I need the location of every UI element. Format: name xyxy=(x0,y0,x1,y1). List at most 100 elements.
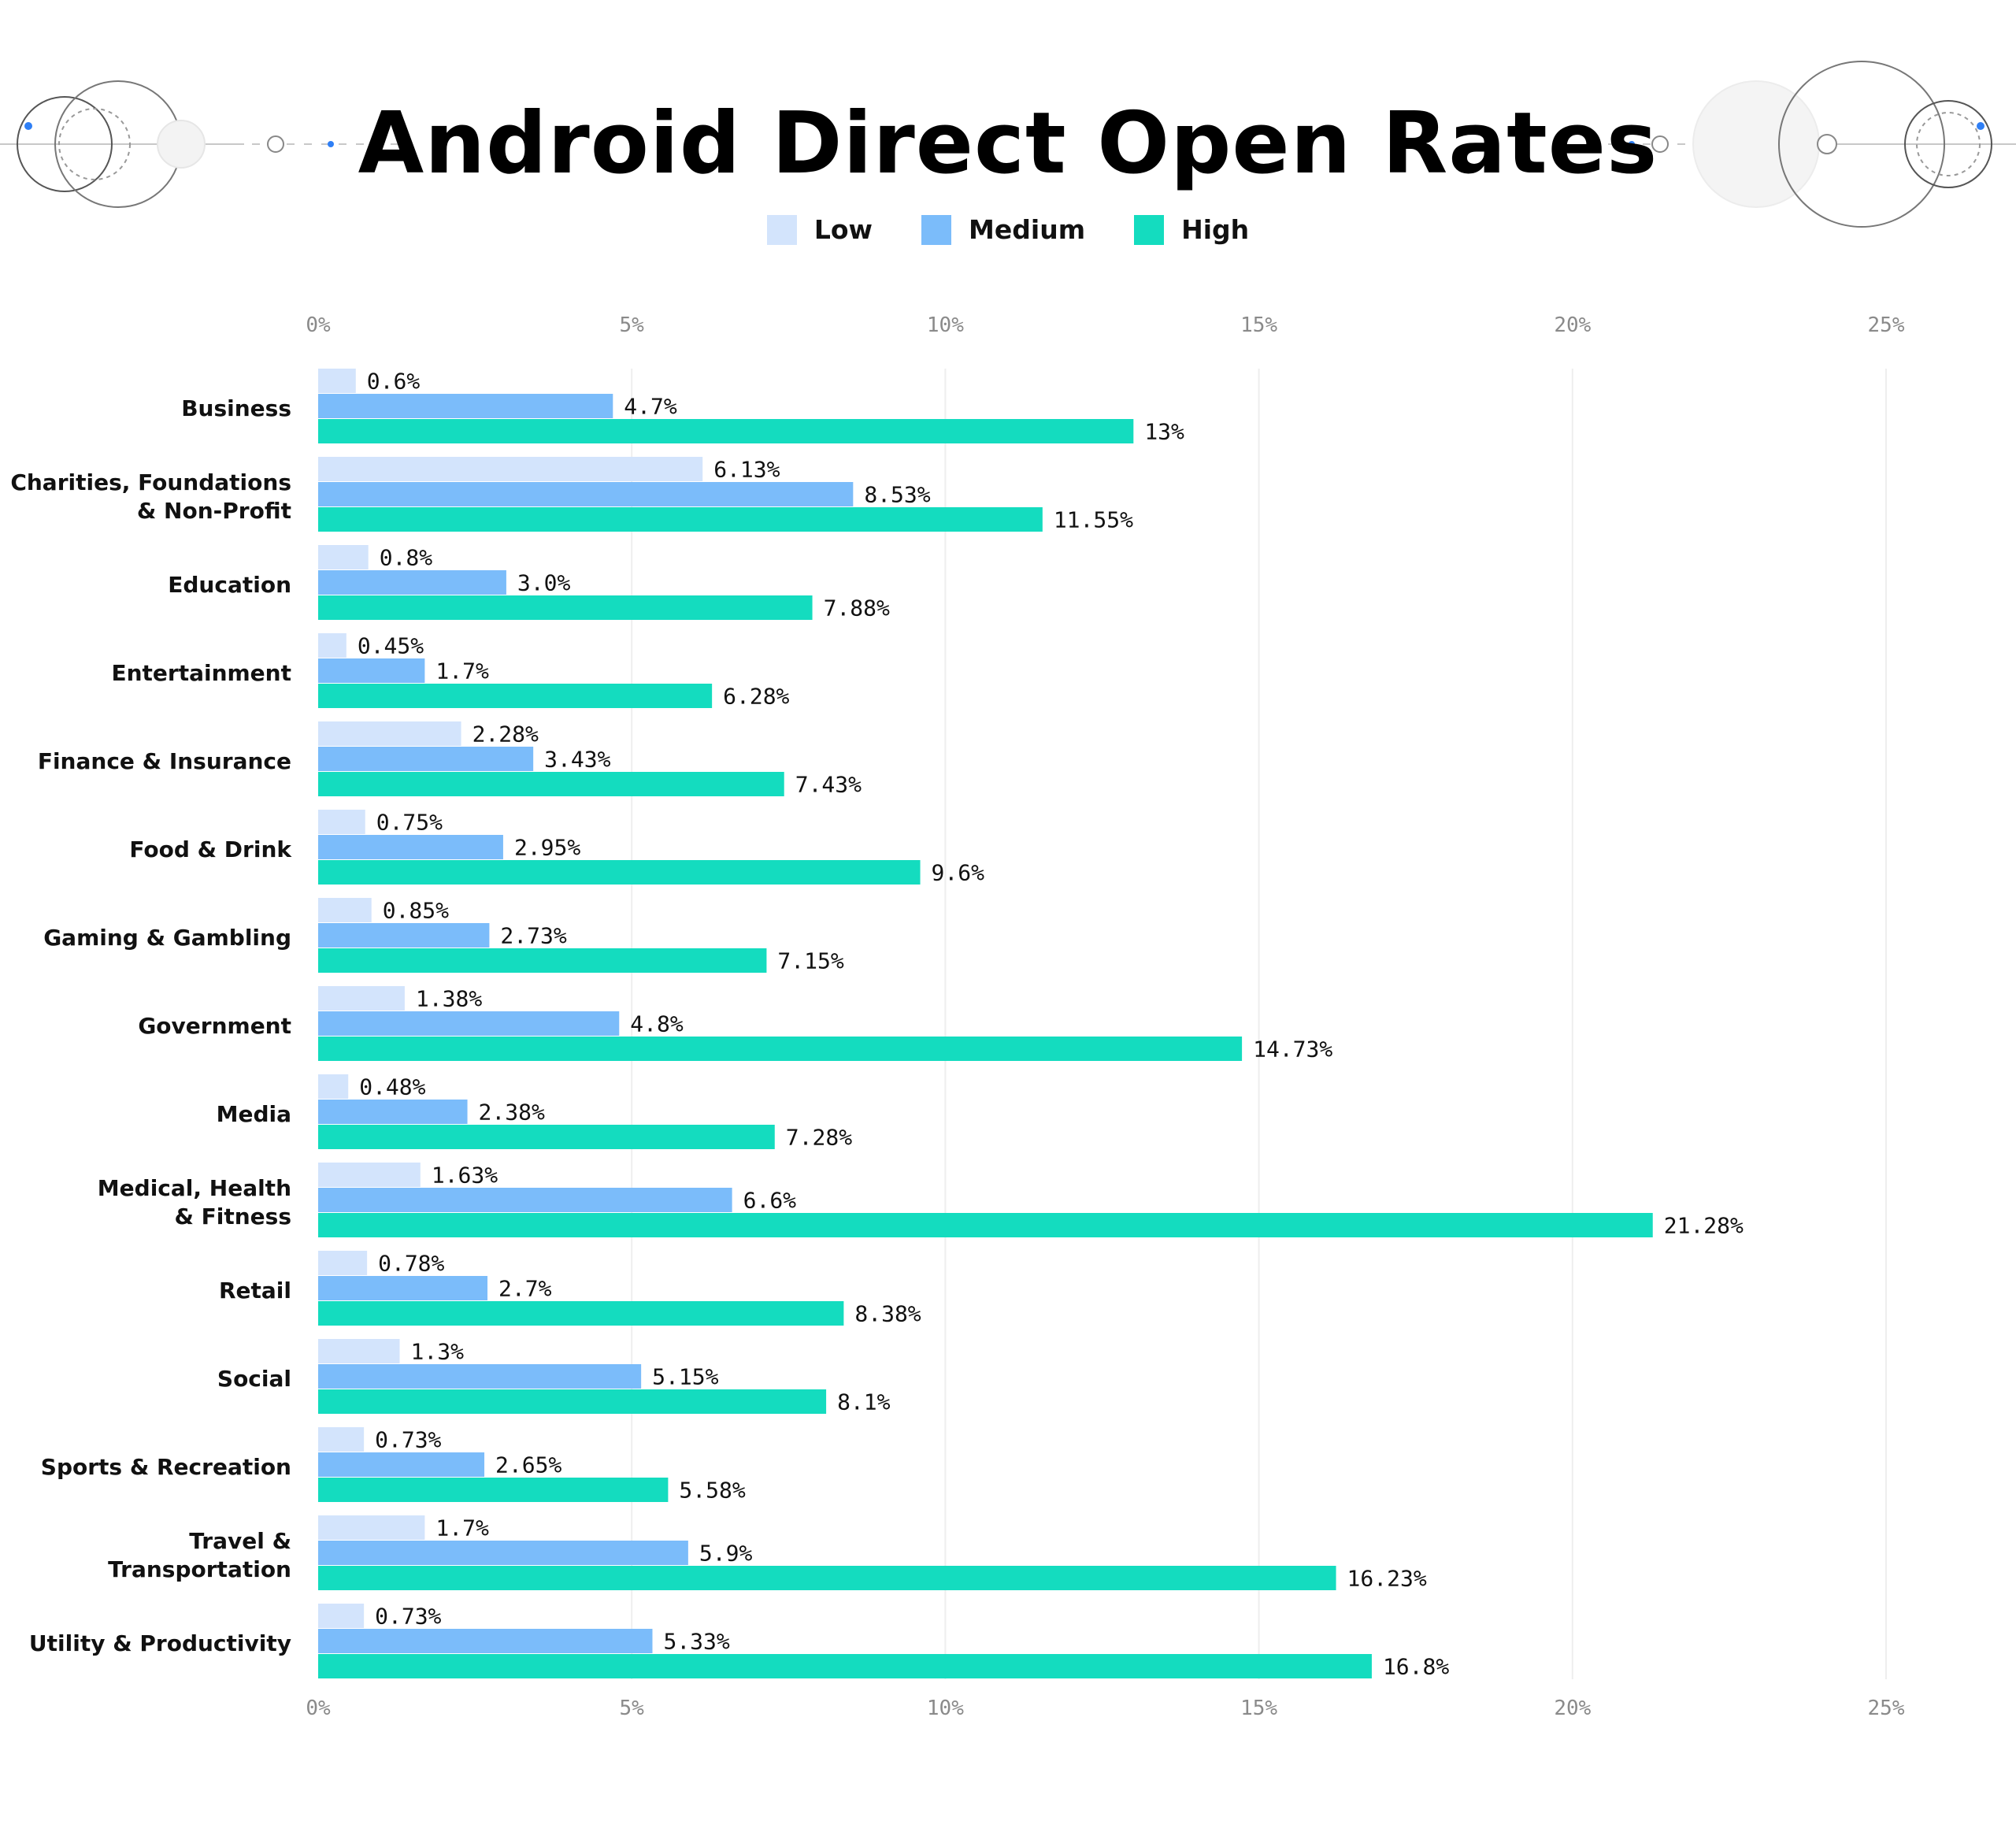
category-label-line: Business xyxy=(181,395,291,421)
bar-high xyxy=(318,1389,827,1414)
bar-medium xyxy=(318,747,534,771)
data-label-low: 0.48% xyxy=(359,1074,425,1100)
bar-low xyxy=(318,369,356,393)
category-label: Gaming & Gambling xyxy=(43,925,291,951)
data-label-low: 0.73% xyxy=(375,1427,441,1453)
data-label-medium: 3.43% xyxy=(544,747,610,773)
data-label-high: 14.73% xyxy=(1253,1037,1332,1063)
bar-medium xyxy=(318,1629,653,1653)
bar-high xyxy=(318,772,784,796)
legend-item-medium: Medium xyxy=(921,214,1085,245)
bar-low xyxy=(318,457,703,481)
category-label-line: Sports & Recreation xyxy=(41,1454,291,1480)
bar-high xyxy=(318,684,713,708)
category-label-line: Education xyxy=(168,572,291,598)
data-label-low: 1.63% xyxy=(432,1163,498,1189)
bar-medium xyxy=(318,1276,488,1300)
data-label-low: 0.6% xyxy=(367,369,421,395)
bar-high xyxy=(318,1654,1372,1678)
bar-low xyxy=(318,1604,365,1628)
bar-high xyxy=(318,948,767,973)
category-label-line: Retail xyxy=(219,1278,291,1304)
bar-medium xyxy=(318,1100,468,1124)
data-label-medium: 5.9% xyxy=(699,1541,753,1567)
data-label-low: 2.28% xyxy=(472,721,539,747)
category-label: Sports & Recreation xyxy=(41,1454,291,1480)
category-label: Finance & Insurance xyxy=(38,748,291,774)
category-label: Social xyxy=(217,1366,291,1392)
data-label-medium: 4.7% xyxy=(624,394,677,420)
bar-low xyxy=(318,810,365,834)
x-tick-label-top: 25% xyxy=(1868,313,1905,337)
bar-medium xyxy=(318,1452,485,1477)
bar-medium xyxy=(318,658,425,683)
category-label: Utility & Productivity xyxy=(29,1630,291,1656)
bar-high xyxy=(318,1301,844,1326)
legend-label-high: High xyxy=(1181,214,1250,245)
data-label-low: 0.78% xyxy=(378,1251,444,1277)
bar-low xyxy=(318,1163,421,1187)
bar-low xyxy=(318,633,346,658)
data-label-high: 11.55% xyxy=(1054,507,1133,533)
category-label: Entertainment xyxy=(111,660,291,686)
data-label-high: 13% xyxy=(1144,419,1184,445)
bar-high xyxy=(318,1566,1336,1590)
bar-medium xyxy=(318,570,506,595)
category-label: Media xyxy=(217,1101,291,1127)
data-label-high: 5.58% xyxy=(679,1478,745,1504)
data-label-medium: 2.7% xyxy=(498,1276,552,1302)
x-tick-label-bottom: 20% xyxy=(1554,1697,1591,1720)
data-label-high: 9.6% xyxy=(932,860,985,886)
legend-swatch-high xyxy=(1134,214,1165,245)
data-label-high: 7.28% xyxy=(786,1125,852,1151)
data-label-high: 7.43% xyxy=(795,772,862,798)
bar-medium xyxy=(318,1011,620,1036)
x-tick-label-top: 0% xyxy=(306,313,331,337)
legend-swatch-medium xyxy=(921,214,952,245)
x-tick-label-top: 15% xyxy=(1240,313,1277,337)
category-label-line: Medical, Health xyxy=(98,1175,291,1201)
bar-medium xyxy=(318,835,503,859)
data-label-medium: 2.95% xyxy=(514,835,580,861)
data-label-medium: 1.7% xyxy=(435,658,489,684)
category-label-line: Entertainment xyxy=(111,660,291,686)
category-label-line: Transportation xyxy=(108,1556,291,1582)
bar-medium xyxy=(318,482,854,506)
data-label-medium: 2.65% xyxy=(495,1452,561,1478)
bar-low xyxy=(318,1515,425,1540)
data-label-low: 1.3% xyxy=(411,1339,465,1365)
bar-medium xyxy=(318,1364,642,1389)
category-label-line: Food & Drink xyxy=(129,836,292,862)
data-label-low: 0.85% xyxy=(383,898,449,924)
bar-medium xyxy=(318,394,613,418)
data-label-high: 7.88% xyxy=(824,595,890,621)
category-label: Travel & Transportation xyxy=(108,1528,291,1582)
x-tick-label-bottom: 15% xyxy=(1240,1697,1277,1720)
bar-high xyxy=(318,507,1043,532)
category-label: Government xyxy=(138,1013,291,1039)
category-label-line: Charities, Foundations xyxy=(10,469,291,495)
data-label-low: 0.45% xyxy=(358,633,424,659)
x-tick-label-bottom: 0% xyxy=(306,1697,331,1720)
bar-low xyxy=(318,721,461,746)
bar-high xyxy=(318,419,1134,443)
data-label-medium: 5.33% xyxy=(663,1629,729,1655)
data-label-high: 16.23% xyxy=(1347,1566,1427,1592)
bar-low xyxy=(318,1074,349,1099)
data-label-medium: 2.38% xyxy=(479,1100,545,1126)
bar-low xyxy=(318,986,405,1011)
x-tick-label-bottom: 25% xyxy=(1868,1697,1905,1720)
x-tick-label-top: 5% xyxy=(620,313,645,337)
legend: Low Medium High xyxy=(0,214,2016,245)
category-label-line: Travel & xyxy=(189,1528,291,1554)
category-label-line: Social xyxy=(217,1366,291,1392)
data-label-high: 8.38% xyxy=(854,1301,921,1327)
bar-low xyxy=(318,1251,368,1275)
bar-high xyxy=(318,1478,669,1502)
legend-item-high: High xyxy=(1134,214,1249,245)
data-label-medium: 5.15% xyxy=(652,1364,718,1390)
bar-medium xyxy=(318,1541,688,1565)
bar-low xyxy=(318,898,372,922)
category-label-line: & Non-Profit xyxy=(137,498,291,524)
